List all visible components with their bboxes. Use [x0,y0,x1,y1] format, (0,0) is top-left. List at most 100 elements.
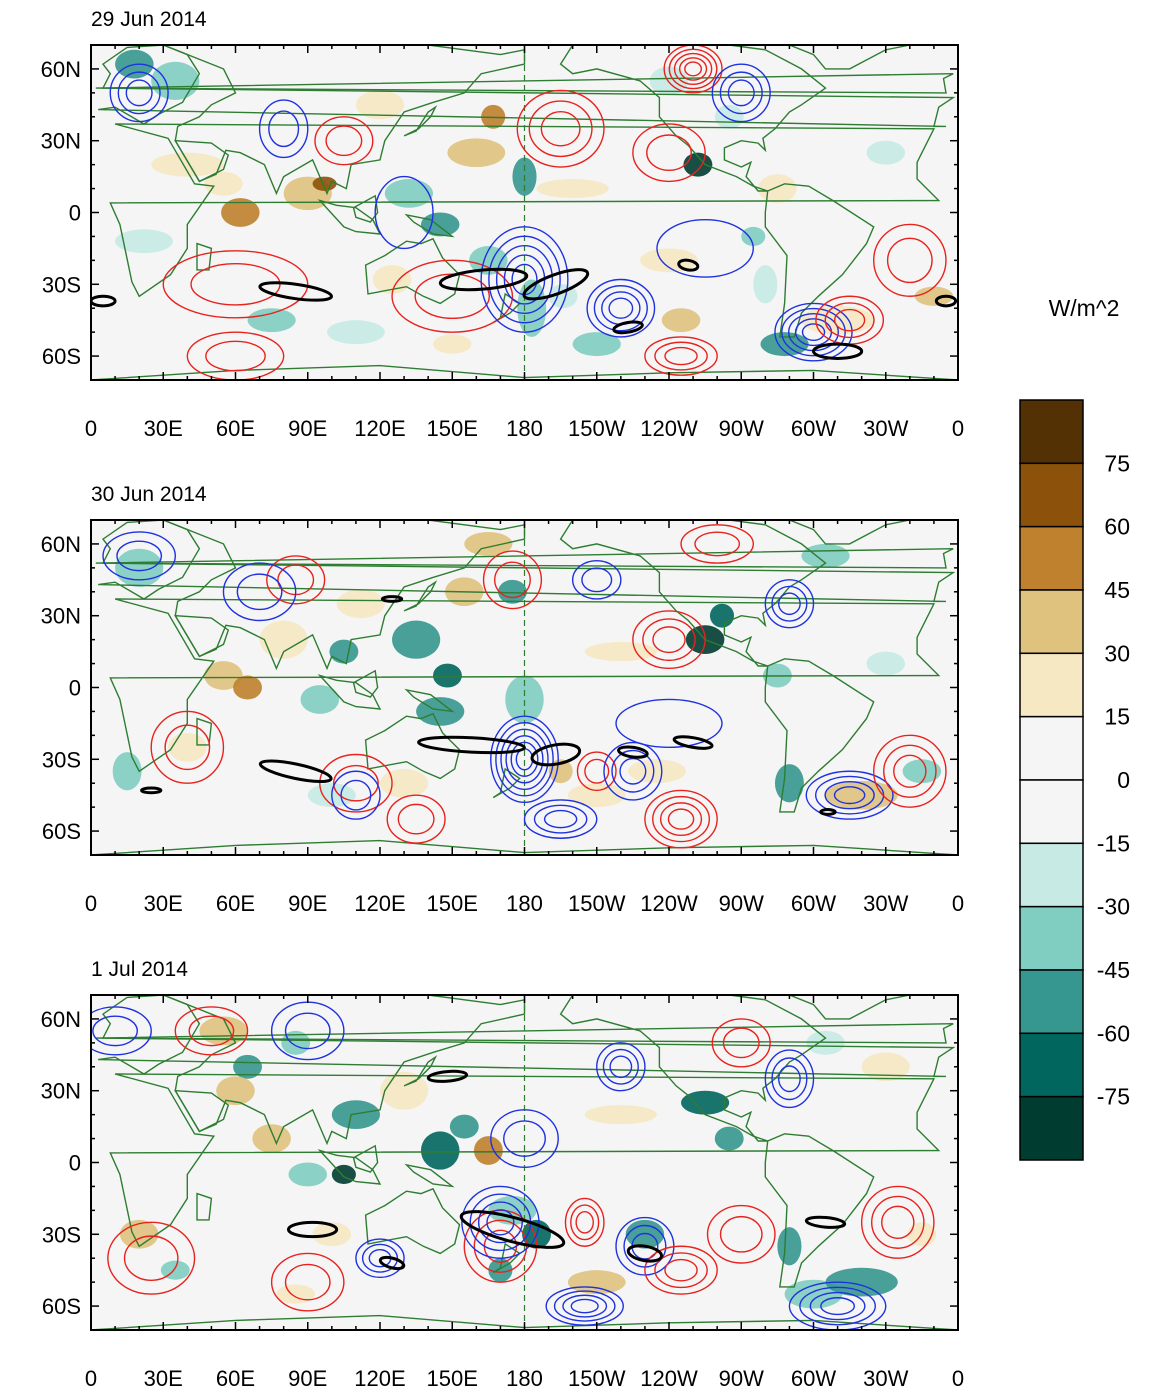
positive-contour [893,754,927,788]
positive-contour [107,1221,196,1295]
positive-contour [652,795,711,843]
positive-contour [162,250,309,319]
positive-contour [873,734,947,808]
positive-contour [584,758,610,784]
positive-contour [652,626,686,654]
height-contours [102,524,947,849]
lon-tick-label: 30W [863,891,908,916]
lon-tick-label: 60E [216,416,255,441]
coastline [364,1187,461,1255]
negative-contour [656,218,754,278]
colorbar-swatch [1019,715,1084,781]
negative-contour [581,567,613,593]
positive-contour [722,1027,760,1059]
negative-contour [543,809,578,829]
shading-blob [572,332,621,357]
positive-contour [873,223,947,297]
coastline [404,213,455,238]
lon-tick-label: 120W [640,416,698,441]
shading-blob [420,212,460,237]
positive-contour [646,134,692,172]
lon-tick-label: 180 [506,416,543,441]
lon-tick-label: 90E [288,416,327,441]
coastline [789,995,910,1020]
negative-contour [619,757,647,785]
shading-blob [758,174,797,203]
positive-contour [266,555,326,605]
shading-blob [392,620,441,659]
negative-contour [824,780,875,810]
coastline [317,674,382,710]
coastline [559,45,827,192]
coastline [95,548,954,569]
positive-contour [881,1205,915,1239]
significance-contours [286,1069,847,1271]
negative-contour [602,1048,639,1085]
negative-contour [523,799,598,839]
lon-tick-label: 150E [427,1366,478,1391]
lon-tick-label: 0 [952,891,964,916]
lon-tick-label: 90E [288,891,327,916]
positive-contour [664,346,698,366]
coastline [109,598,941,773]
significance-contour [934,294,958,308]
lon-tick-label: 180 [506,891,543,916]
positive-contour [644,789,718,849]
positive-contour [678,57,708,81]
shading-blob [801,543,850,568]
shading-blob [505,675,544,724]
lon-tick-label: 30W [863,416,908,441]
negative-contour [593,285,648,332]
coastline [492,1242,521,1274]
negative-contour [500,728,549,791]
coastline [789,520,910,545]
negative-contour [727,79,755,107]
positive-contour [575,1210,594,1234]
negative-contour [809,1291,866,1321]
coastline [95,1023,954,1044]
shading-blob [760,332,809,357]
significance-contour [417,735,526,755]
lon-tick-label: 30E [144,1366,183,1391]
positive-contour [654,1252,708,1289]
positive-contour [164,724,211,771]
lat-tick-label: 0 [69,201,81,226]
negative-contour [331,770,381,820]
coastline [317,1149,382,1185]
positive-contour [644,1245,718,1295]
colorbar-label: 30 [1104,640,1130,666]
lon-tick-label: 0 [85,1366,97,1391]
shading-blob [825,1267,898,1297]
shading-blob [866,140,906,165]
shading-blob [753,265,778,304]
negative-contour [490,715,559,804]
shading-blob [488,1258,513,1283]
significance-contour [91,294,117,308]
lon-tick-label: 60W [791,891,836,916]
lon-tick-label: 0 [952,416,964,441]
shading-blob [866,651,906,676]
colorbar-swatch [1019,1032,1084,1098]
colorbar-label: -60 [1097,1020,1130,1046]
lon-tick-label: 150W [568,891,626,916]
shading-blob [233,1054,262,1079]
positive-contour [668,48,718,90]
colorbar-swatch [1019,462,1084,528]
positive-contour [482,550,543,610]
shading-blob [233,675,262,700]
shading-blob [714,104,744,129]
shading-blob [252,1124,291,1153]
coastline [492,767,521,799]
coastline [109,1073,941,1248]
lon-tick-label: 120W [640,1366,698,1391]
lat-tick-label: 30S [42,1222,81,1247]
colorbar-swatch [1019,399,1084,465]
positive-contour [284,1263,331,1301]
positive-contour [205,340,266,372]
coastline [352,194,379,223]
significance-contour [626,1244,664,1263]
lon-tick-label: 60W [791,1366,836,1391]
shading-blob [681,1090,730,1115]
negative-contour [258,99,309,159]
coastline [174,614,230,658]
